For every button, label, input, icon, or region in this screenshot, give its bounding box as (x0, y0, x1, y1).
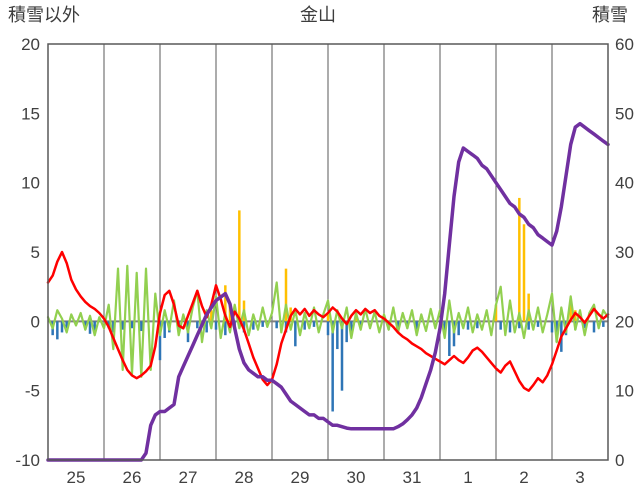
svg-text:-5: -5 (25, 382, 40, 401)
svg-text:2: 2 (519, 468, 528, 487)
svg-text:20: 20 (21, 35, 40, 54)
svg-text:3: 3 (575, 468, 584, 487)
svg-text:0: 0 (615, 451, 624, 470)
svg-text:31: 31 (403, 468, 422, 487)
svg-text:40: 40 (615, 174, 634, 193)
svg-text:10: 10 (21, 174, 40, 193)
svg-text:20: 20 (615, 312, 634, 331)
svg-text:50: 50 (615, 104, 634, 123)
svg-text:-10: -10 (15, 451, 40, 470)
svg-text:30: 30 (615, 243, 634, 262)
svg-text:26: 26 (123, 468, 142, 487)
svg-text:27: 27 (179, 468, 198, 487)
svg-text:10: 10 (615, 382, 634, 401)
svg-text:30: 30 (347, 468, 366, 487)
svg-text:0: 0 (31, 312, 40, 331)
svg-text:15: 15 (21, 104, 40, 123)
svg-text:25: 25 (67, 468, 86, 487)
svg-text:1: 1 (463, 468, 472, 487)
svg-text:60: 60 (615, 35, 634, 54)
svg-text:28: 28 (235, 468, 254, 487)
svg-text:5: 5 (31, 243, 40, 262)
svg-text:29: 29 (291, 468, 310, 487)
